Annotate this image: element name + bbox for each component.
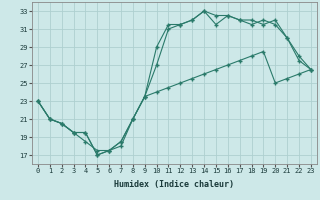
X-axis label: Humidex (Indice chaleur): Humidex (Indice chaleur) [115, 180, 234, 189]
